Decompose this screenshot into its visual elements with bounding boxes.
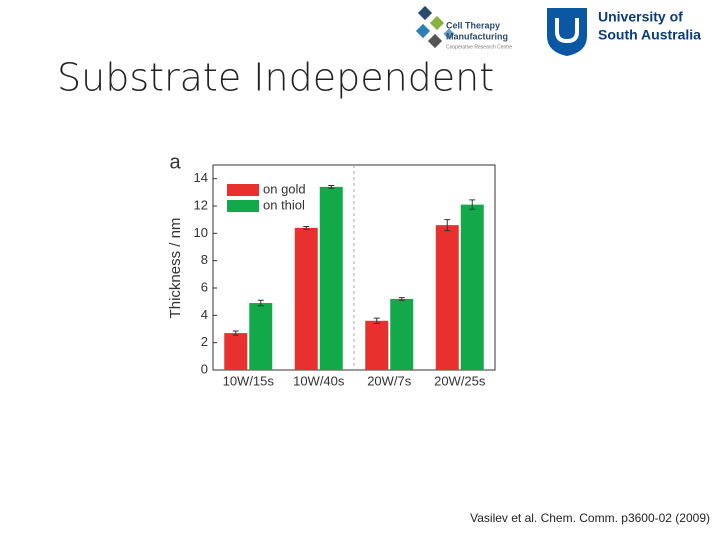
y-tick-label: 6 [201, 279, 208, 294]
bar [460, 204, 484, 370]
y-tick-label: 10 [194, 225, 208, 240]
y-tick-label: 12 [194, 197, 208, 212]
y-tick-label: 14 [194, 170, 208, 185]
citation: Vasilev et al. Chem. Comm. p3600-02 (200… [470, 511, 710, 525]
logo-text: South Australia [598, 27, 701, 43]
bar [224, 333, 248, 370]
error-bar [373, 317, 380, 325]
logo-text: Cooperative Research Centre [446, 44, 512, 50]
legend-swatch [227, 184, 259, 196]
x-tick-label: 20W/7s [367, 373, 412, 388]
bar [390, 298, 414, 370]
error-bar [257, 299, 264, 307]
bar [294, 227, 318, 370]
legend-swatch [227, 200, 259, 212]
logo-text: Manufacturing [446, 31, 508, 41]
legend-label: on thiol [263, 197, 305, 212]
error-bar [444, 219, 451, 232]
error-bar [469, 199, 476, 210]
unisa-logo: University of South Australia [547, 8, 701, 56]
panel-label: a [169, 151, 181, 173]
logo-text: University of [598, 9, 683, 25]
bar [249, 303, 273, 370]
logo-text: Cell Therapy [446, 20, 500, 30]
x-tick-label: 20W/25s [434, 373, 486, 388]
cell-therapy-logo: Cell Therapy Manufacturing Cooperative R… [415, 5, 512, 50]
y-axis-label: Thickness / nm [167, 218, 184, 319]
x-tick-label: 10W/40s [293, 373, 345, 388]
y-tick-label: 2 [201, 334, 208, 349]
error-bar [328, 185, 335, 189]
legend-label: on gold [263, 181, 306, 196]
y-tick-label: 0 [201, 361, 208, 376]
bar [435, 225, 459, 370]
x-tick-label: 10W/15s [223, 373, 275, 388]
bar [365, 320, 389, 370]
y-tick-label: 4 [201, 307, 208, 322]
error-bar [303, 226, 310, 230]
bar [319, 186, 343, 370]
y-tick-label: 8 [201, 252, 208, 267]
slide-title: Substrate Independent [57, 56, 494, 100]
error-bar [398, 297, 405, 301]
error-bar [232, 330, 239, 336]
